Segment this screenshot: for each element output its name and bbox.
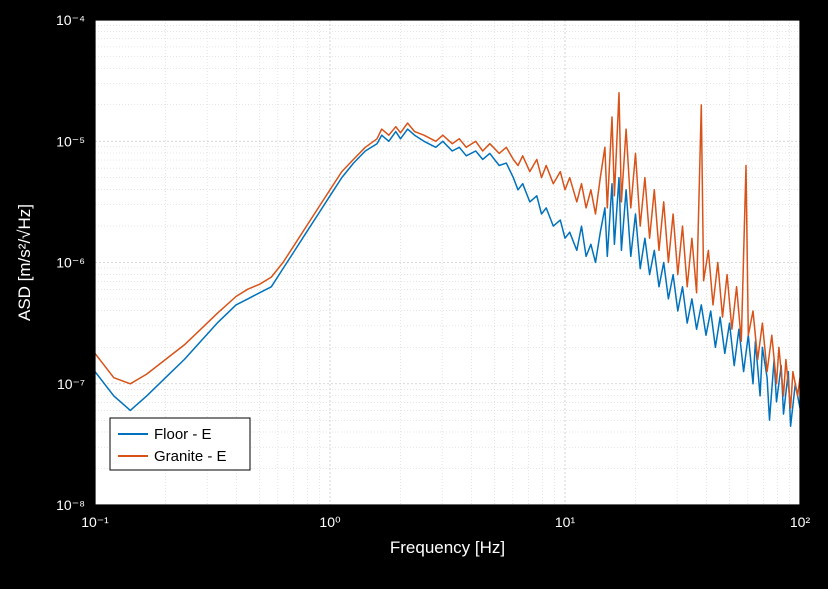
y-axis-label: ASD [m/s²/√Hz] (15, 204, 34, 321)
chart-svg: 10⁻¹ 10⁰ 10¹ 10² 10⁻⁸ 10⁻⁷ 10⁻⁶ 10⁻⁵ 10⁻⁴ Frequen… (0, 0, 828, 584)
chart-container: 10⁻¹ 10⁰ 10¹ 10² 10⁻⁸ 10⁻⁷ 10⁻⁶ 10⁻⁵ 10⁻⁴ Frequen… (0, 0, 828, 589)
x-tick-label: 10² (790, 514, 811, 530)
x-tick-label: 10¹ (555, 514, 576, 530)
legend-label: Granite - E (154, 448, 227, 465)
legend-label: Floor - E (154, 426, 212, 443)
x-axis-label: Frequency [Hz] (390, 538, 505, 557)
y-tick-label: 10⁻⁷ (57, 376, 85, 392)
y-tick-label: 10⁻⁸ (56, 497, 85, 513)
x-tick-label: 10⁰ (319, 514, 341, 530)
x-tick-label: 10⁻¹ (81, 514, 109, 530)
y-tick-label: 10⁻⁵ (56, 133, 85, 149)
y-tick-label: 10⁻⁴ (56, 12, 85, 28)
y-tick-label: 10⁻⁶ (56, 255, 85, 271)
